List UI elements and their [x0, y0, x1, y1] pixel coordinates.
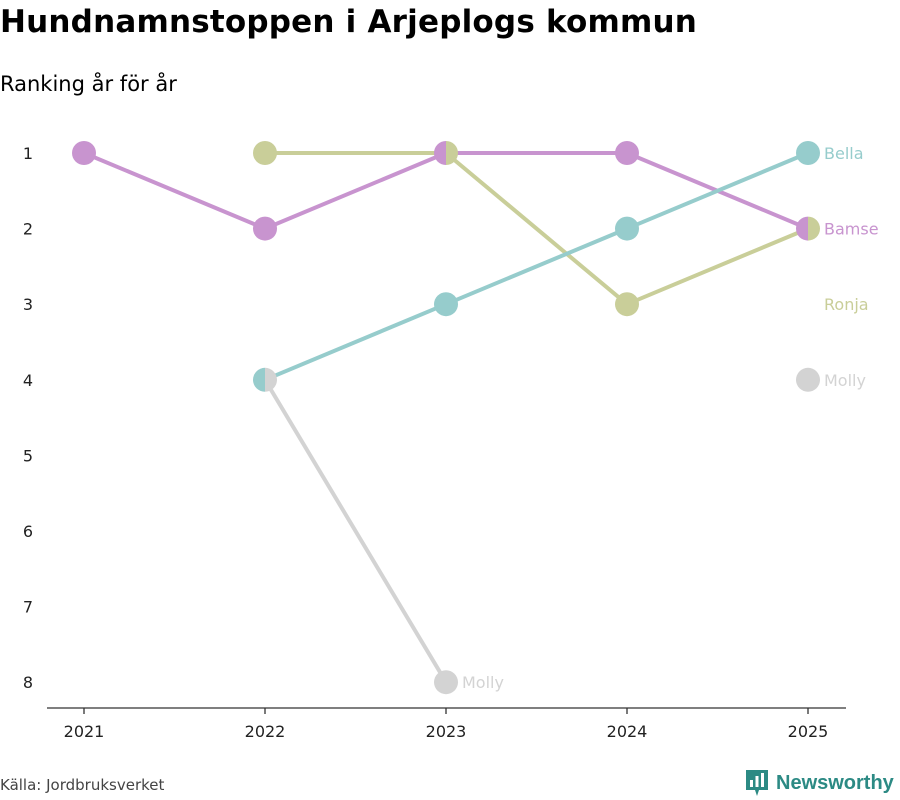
y-tick-label-3: 3 [23, 295, 33, 314]
data-point-bamse-2025 [796, 216, 808, 241]
series-line-bella-2022-2023 [263, 302, 448, 382]
data-point-ronja-2023 [446, 141, 458, 165]
series-label-ronja-2025: Ronja [824, 295, 869, 314]
data-point-molly-2022 [265, 367, 277, 392]
series-label-bella-2025: Bella [824, 144, 864, 163]
series-line-bella-2024-2025 [625, 151, 810, 231]
brand-name: Newsworthy [776, 771, 894, 794]
data-point-bamse-2022 [253, 216, 277, 241]
y-tick-label-2: 2 [23, 220, 33, 239]
series-line-ronja-2023-2024 [444, 151, 629, 307]
x-tick-label-2021: 2021 [64, 722, 105, 741]
data-point-bamse-2024 [615, 141, 639, 165]
data-point-molly-2025 [796, 367, 820, 392]
y-tick-label-6: 6 [23, 522, 33, 541]
x-tick-label-2025: 2025 [788, 722, 829, 741]
data-point-bella-2024 [615, 216, 639, 241]
series-line-bamse-2021-2022 [82, 151, 267, 231]
data-point-molly-2023 [434, 670, 458, 695]
data-point-bamse-2023 [434, 141, 446, 165]
series-line-molly-2022-2023 [263, 377, 448, 685]
series-line-bamse-2022-2023 [263, 151, 448, 231]
source-note: Källa: Jordbruksverket [0, 776, 165, 794]
chart-title: Hundnamnstoppen i Arjeplogs kommun [0, 4, 697, 40]
brand-logo: Newsworthy [744, 768, 894, 798]
y-tick-label-4: 4 [23, 371, 33, 390]
data-point-bamse-2021 [72, 141, 96, 165]
data-point-ronja-2022 [253, 141, 277, 165]
y-tick-label-1: 1 [23, 144, 33, 163]
y-tick-label-8: 8 [23, 673, 33, 692]
y-tick-label-7: 7 [23, 598, 33, 617]
chart-subtitle: Ranking år för år [0, 72, 177, 96]
y-tick-label-5: 5 [23, 446, 33, 465]
x-tick-label-2024: 2024 [607, 722, 648, 741]
bar-chart-icon [746, 770, 768, 796]
data-point-ronja-2025 [808, 216, 820, 241]
series-line-ronja-2024-2025 [625, 226, 810, 307]
data-point-bella-2025 [796, 141, 820, 165]
series-label-bamse-2025: Bamse [824, 220, 879, 239]
series-line-bella-2023-2024 [444, 226, 629, 307]
series-label-molly-2025: Molly [824, 371, 866, 390]
data-point-bella-2023 [434, 292, 458, 317]
x-tick-label-2023: 2023 [426, 722, 467, 741]
x-tick-label-2022: 2022 [245, 722, 286, 741]
bump-chart: 2021 2022 2023 2024 2025 1 2 3 4 5 6 7 8 Bella Bamse Ro… [23, 141, 879, 741]
series-label-molly-2023: Molly [462, 673, 504, 692]
data-point-ronja-2024 [615, 292, 639, 317]
data-point-bella-2022 [253, 367, 265, 392]
